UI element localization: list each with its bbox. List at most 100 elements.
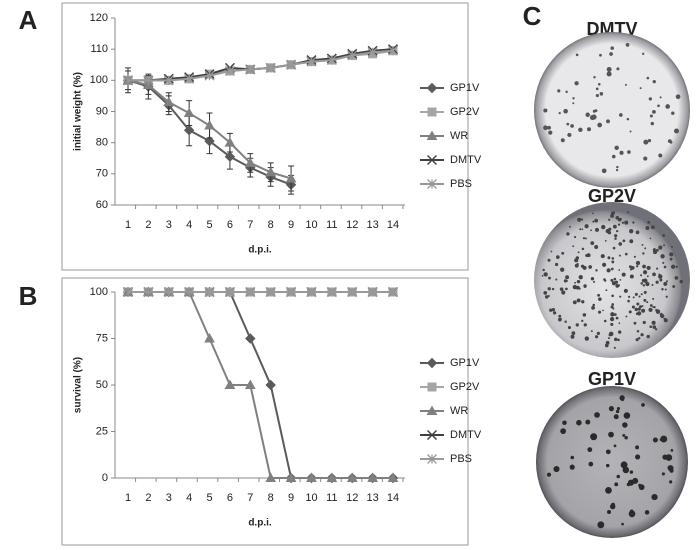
plaque [635,338,639,342]
plaque [640,333,644,337]
plaque [651,225,655,230]
plaque [554,262,559,267]
plaque [652,297,655,300]
plaque [595,93,599,98]
plaque [645,226,650,230]
plaque [652,250,658,255]
plaque [666,280,669,283]
plaque [605,449,611,455]
plaque [639,305,642,309]
y-tick-label: 100 [90,74,108,86]
marker [265,62,276,73]
plaque [632,296,635,299]
plaque [607,509,612,514]
marker [204,332,215,343]
x-tick-label: 3 [166,219,172,231]
plaque [619,295,622,298]
plaque [599,53,602,57]
plaque [623,288,628,293]
marker [204,135,215,147]
plaque [609,52,613,56]
plaque [551,307,556,312]
marker [306,287,317,297]
plaque [610,312,615,317]
plaque [590,241,595,245]
marker [123,75,133,86]
plaque [570,455,575,460]
y-tick-label: 60 [96,199,108,211]
legend-marker [426,130,438,140]
plaque [629,509,634,514]
plaque [660,435,668,443]
plaque [615,409,620,414]
series-line [128,291,393,479]
plaque [651,283,654,287]
plaque [581,228,584,231]
plaque [646,334,650,339]
plaque [605,463,610,468]
legend-label: PBS [450,178,472,190]
marker [183,124,195,136]
marker [306,56,317,67]
x-tick-label: 2 [145,219,151,231]
plaque [664,288,667,291]
plaque [635,454,641,460]
plaque [621,272,626,277]
plaque [585,112,590,118]
plaque [662,234,666,237]
plaque [560,428,566,435]
plaque [566,122,570,126]
plaque [665,454,673,461]
plaque [567,325,571,330]
plaque [622,433,626,437]
legend-marker [427,382,437,392]
plaque [669,140,673,144]
plaque [640,274,643,277]
plaque [550,250,553,253]
y-tick-label: 75 [96,332,108,344]
plaque [544,295,549,299]
plaque [581,300,585,304]
x-tick-label: 13 [366,219,378,231]
plaque [604,279,607,282]
marker [224,151,236,162]
chart-frame [61,2,469,271]
plaque [543,290,548,295]
plaque [641,308,646,313]
plaque [593,76,596,79]
plaque [590,277,595,281]
x-axis-label: d.p.i. [248,245,272,256]
plaque [558,112,561,115]
plaque [669,252,674,257]
marker [224,287,235,297]
plaque [572,245,575,248]
plaque [619,217,623,220]
x-tick-label: 1 [125,492,131,504]
plaque [625,315,628,318]
plaque [578,287,581,290]
series-line [128,291,393,479]
marker [367,472,378,482]
plaque [576,262,579,266]
plaque [572,284,578,290]
plaque [604,343,609,348]
plaque [592,109,596,113]
plaque [579,228,582,231]
plaque [626,117,630,121]
marker [265,472,277,482]
plaque [616,407,620,411]
plaque [563,279,568,283]
plaque [611,260,615,264]
plaque [658,153,663,158]
plaque [658,274,663,279]
x-tick-label: 13 [366,492,378,504]
plaque [663,244,666,247]
plaque [605,487,612,494]
legend-label: GP2V [450,106,480,118]
plaque [638,337,641,340]
marker [123,287,133,297]
plaque [615,316,619,320]
plaque [563,108,568,114]
plaque [628,229,634,234]
